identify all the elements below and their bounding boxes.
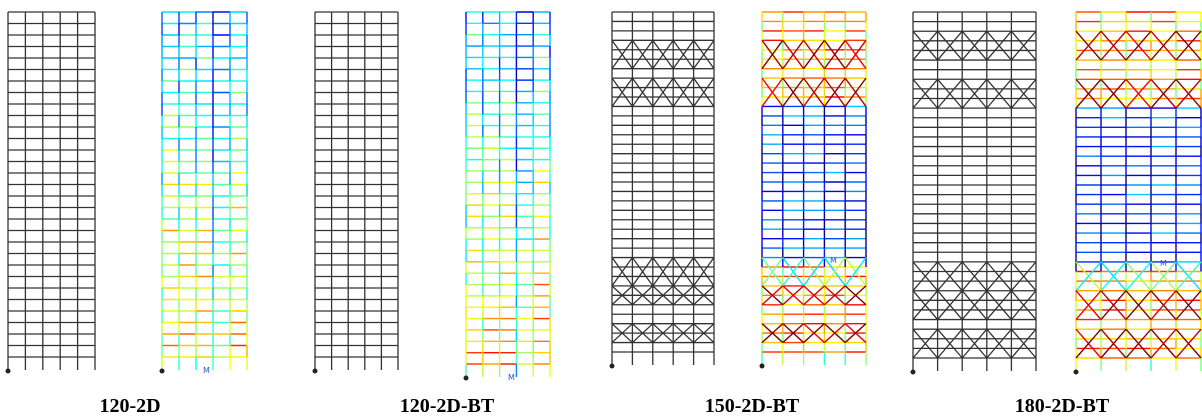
caption: 150-2D-BT xyxy=(705,395,800,417)
support xyxy=(760,364,765,369)
caption: 120-2D-BT xyxy=(400,395,495,417)
support xyxy=(911,370,916,375)
support xyxy=(610,364,615,369)
support xyxy=(313,369,318,374)
support xyxy=(464,376,469,381)
marker-label: M xyxy=(830,256,837,265)
support xyxy=(6,369,11,374)
marker-label: M xyxy=(203,366,210,375)
support xyxy=(160,369,165,374)
caption: 120-2D xyxy=(99,395,160,417)
page: 120-2D 120-2D-BT 150-2D-BT 180-2D-BT M M… xyxy=(0,0,1202,417)
frames xyxy=(6,12,1202,381)
caption: 180-2D-BT xyxy=(1015,395,1110,417)
marker-label: M xyxy=(1160,259,1167,268)
marker-label: M xyxy=(508,373,515,382)
figure: 120-2D 120-2D-BT 150-2D-BT 180-2D-BT M M… xyxy=(0,0,1202,417)
support xyxy=(1074,370,1079,375)
